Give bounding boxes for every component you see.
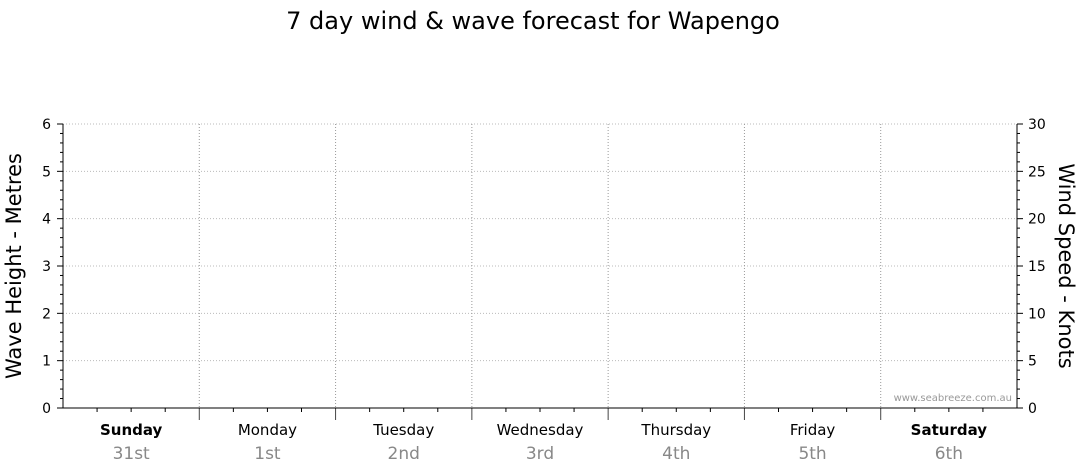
right-tick-label: 25 bbox=[1028, 164, 1046, 180]
left-axis-ticks: 0 1 2 3 4 5 6 bbox=[42, 117, 63, 417]
right-tick-label: 0 bbox=[1028, 401, 1037, 417]
day-date-label: 31st bbox=[113, 444, 150, 464]
right-tick-label: 10 bbox=[1028, 306, 1046, 322]
day-name-label: Thursday bbox=[640, 421, 711, 439]
day-date-label: 4th bbox=[662, 444, 690, 464]
left-tick-label: 2 bbox=[42, 306, 51, 322]
right-tick-label: 5 bbox=[1028, 354, 1037, 370]
chart-title: 7 day wind & wave forecast for Wapengo bbox=[286, 7, 780, 35]
grid-lines bbox=[63, 123, 1017, 408]
day-labels: Sunday 31st Monday 1st Tuesday 2nd Wednesday 3r… bbox=[100, 421, 987, 464]
left-tick-label: 1 bbox=[42, 354, 51, 370]
left-tick-label: 3 bbox=[42, 259, 51, 275]
day-date-label: 2nd bbox=[388, 444, 420, 464]
day-name-label: Tuesday bbox=[372, 421, 434, 439]
left-axis-label: Wave Height - Metres bbox=[2, 153, 26, 379]
day-date-label: 5th bbox=[798, 444, 826, 464]
left-tick-label: 4 bbox=[42, 212, 51, 228]
day-name-label: Saturday bbox=[911, 421, 988, 439]
left-tick-label: 6 bbox=[42, 117, 51, 133]
left-tick-label: 0 bbox=[42, 401, 51, 417]
day-name-label: Monday bbox=[238, 421, 297, 439]
right-tick-label: 30 bbox=[1028, 117, 1046, 133]
right-tick-label: 20 bbox=[1028, 212, 1046, 228]
day-date-label: 1st bbox=[254, 444, 281, 464]
right-axis-ticks: 0 5 10 15 20 25 30 bbox=[1017, 117, 1046, 417]
day-date-label: 3rd bbox=[526, 444, 554, 464]
left-tick-label: 5 bbox=[42, 164, 51, 180]
axes bbox=[62, 124, 1018, 420]
day-name-label: Wednesday bbox=[497, 421, 584, 439]
day-date-label: 6th bbox=[935, 444, 963, 464]
right-axis-label: Wind Speed - Knots bbox=[1054, 163, 1078, 368]
day-name-label: Friday bbox=[790, 421, 836, 439]
day-name-label: Sunday bbox=[100, 421, 163, 439]
right-tick-label: 15 bbox=[1028, 259, 1046, 275]
watermark: www.seabreeze.com.au bbox=[894, 393, 1012, 404]
